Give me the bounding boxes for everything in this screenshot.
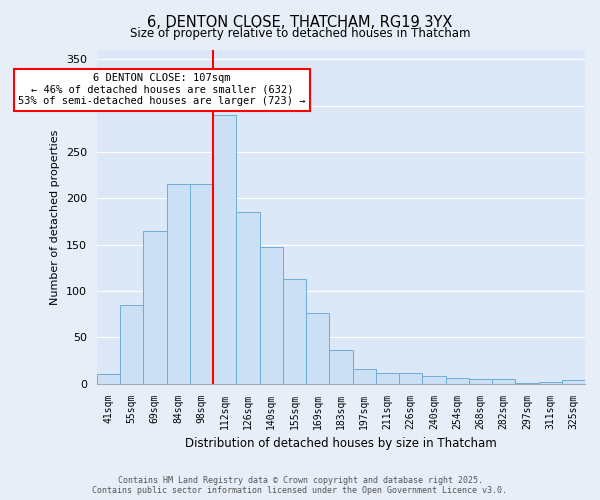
Bar (539, 382, 562, 384)
Bar (97, 374, 120, 384)
Bar (376, 372, 399, 384)
Bar (306, 313, 329, 384)
Y-axis label: Number of detached properties: Number of detached properties (50, 129, 61, 304)
Bar (283, 279, 306, 384)
Bar (399, 372, 422, 384)
Bar (353, 369, 376, 384)
Bar (422, 376, 445, 384)
Bar (236, 212, 260, 384)
Text: 6, DENTON CLOSE, THATCHAM, RG19 3YX: 6, DENTON CLOSE, THATCHAM, RG19 3YX (148, 15, 452, 30)
Bar (213, 115, 236, 384)
Bar (515, 383, 539, 384)
Bar (329, 350, 353, 384)
Bar (167, 184, 190, 384)
Bar (469, 379, 492, 384)
Text: Contains HM Land Registry data © Crown copyright and database right 2025.
Contai: Contains HM Land Registry data © Crown c… (92, 476, 508, 495)
Bar (260, 246, 283, 384)
Bar (492, 379, 515, 384)
Text: 6 DENTON CLOSE: 107sqm
← 46% of detached houses are smaller (632)
53% of semi-de: 6 DENTON CLOSE: 107sqm ← 46% of detached… (18, 73, 305, 106)
Bar (562, 380, 585, 384)
X-axis label: Distribution of detached houses by size in Thatcham: Distribution of detached houses by size … (185, 437, 497, 450)
Bar (190, 184, 213, 384)
Text: Size of property relative to detached houses in Thatcham: Size of property relative to detached ho… (130, 28, 470, 40)
Bar (120, 305, 143, 384)
Bar (445, 378, 469, 384)
Bar (143, 231, 167, 384)
